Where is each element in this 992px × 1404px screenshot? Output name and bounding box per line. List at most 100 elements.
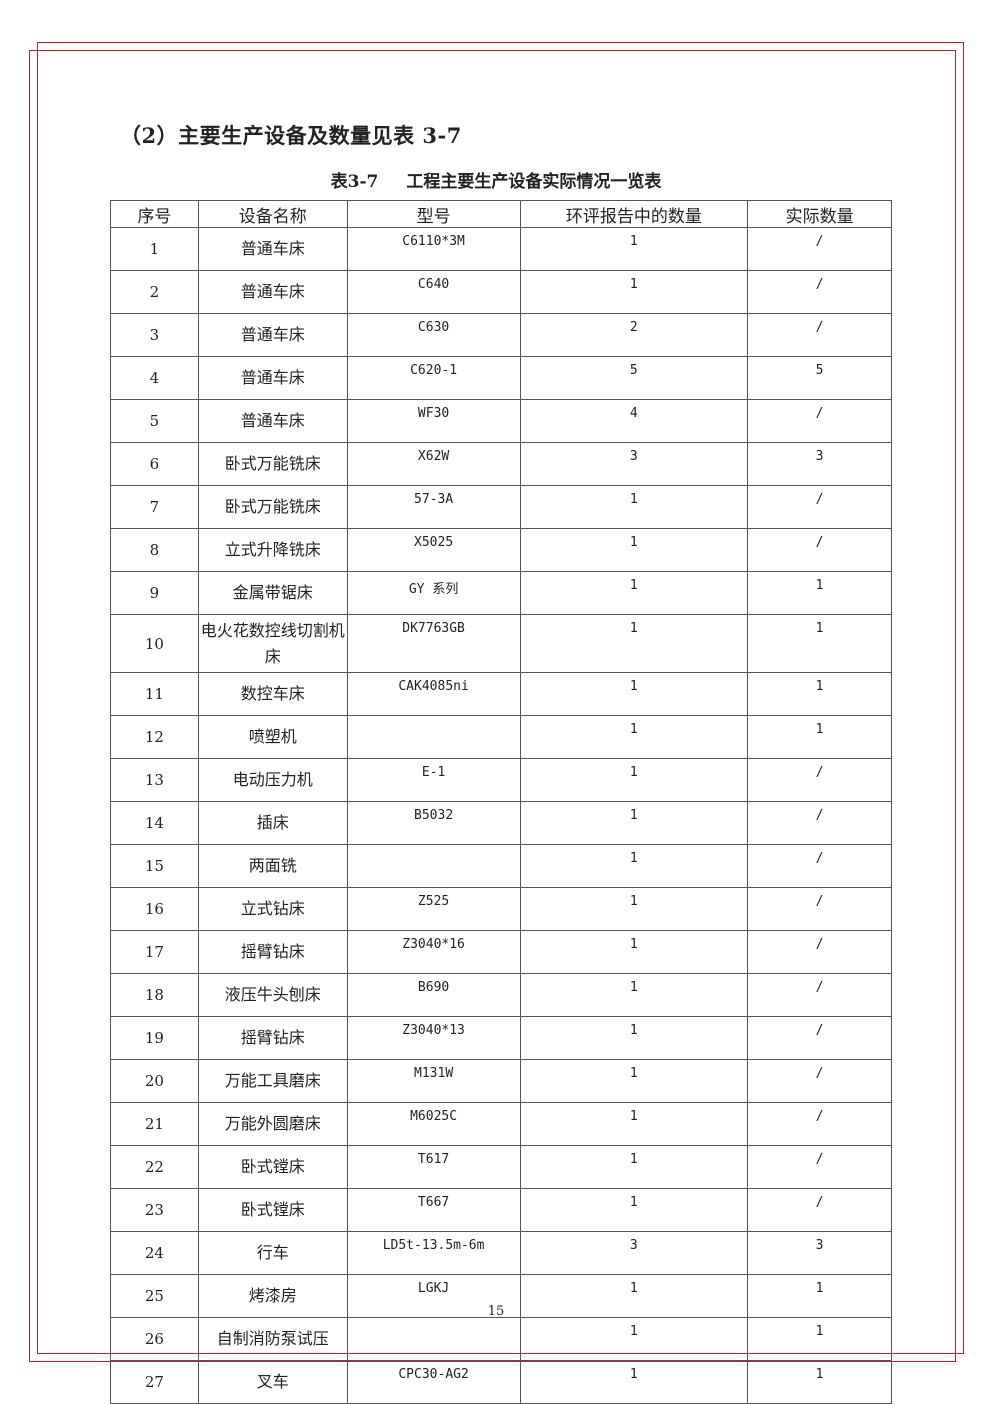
cell-name: 卧式镗床 [197,1145,348,1189]
section-heading: （2）主要生产设备及数量见表 3-7 [120,123,462,148]
table-row: 23 卧式镗床 T667 1/ [110,1188,892,1232]
cell-name: 自制消防泵试压 [197,1317,348,1361]
cell-index: 18 [110,973,199,1017]
cell-index: 15 [110,844,199,888]
cell-name: 摇臂钻床 [197,1016,348,1060]
cell-index: 16 [110,887,199,931]
cell-name: 卧式镗床 [197,1188,348,1232]
table-row: 1 普通车床 C6110*3M 1/ [110,227,892,271]
cell-index: 24 [110,1231,199,1275]
cell-name: 普通车床 [197,356,348,400]
cell-index: 25 [110,1274,199,1318]
cell-model: X62W [346,442,521,486]
cell-index: 11 [110,672,199,716]
page-number: 15 [487,1304,505,1319]
cell-eia-quantity: 1 [519,227,749,271]
cell-eia-quantity: 1 [519,1145,749,1189]
table-row: 9 金属带锯床 GY 系列 1 1 [110,571,892,615]
table-row: 7 卧式万能铣床 57-3A 1/ [110,485,892,529]
cell-actual-quantity: / [747,1016,892,1060]
table-header-row: 序号 设备名称 型号 环评报告中的数量 实际数量 [110,200,892,228]
table-row: 5 普通车床 WF30 4/ [110,399,892,443]
cell-eia-quantity: 1 [519,1360,749,1404]
cell-index: 3 [110,313,199,357]
table-row: 26 自制消防泵试压 1 1 [110,1317,892,1361]
cell-name: 电动压力机 [197,758,348,802]
cell-actual-quantity: 1 [747,1317,892,1361]
table-row: 2 普通车床 C640 1/ [110,270,892,314]
cell-actual-quantity: / [747,973,892,1017]
cell-eia-quantity: 1 [519,887,749,931]
cell-index: 20 [110,1059,199,1103]
cell-index: 21 [110,1102,199,1146]
cell-eia-quantity: 3 [519,442,749,486]
cell-eia-quantity: 1 [519,270,749,314]
table-row: 21 万能外圆磨床 M6025C 1/ [110,1102,892,1146]
cell-model: B690 [346,973,521,1017]
cell-name: 液压牛头刨床 [197,973,348,1017]
cell-index: 19 [110,1016,199,1060]
cell-index: 8 [110,528,199,572]
table-row: 27 叉车 CPC30-AG2 1 1 [110,1360,892,1404]
cell-model: C630 [346,313,521,357]
cell-eia-quantity: 1 [519,485,749,529]
cell-name: 两面铣 [197,844,348,888]
cell-model: 57-3A [346,485,521,529]
cell-model: T667 [346,1188,521,1232]
cell-actual-quantity: / [747,887,892,931]
cell-model: DK7763GB [346,614,521,673]
cell-name: 卧式万能铣床 [197,442,348,486]
cell-index: 6 [110,442,199,486]
cell-eia-quantity: 1 [519,1188,749,1232]
cell-name: 普通车床 [197,227,348,271]
cell-name: 金属带锯床 [197,571,348,615]
cell-actual-quantity: 1 [747,1360,892,1404]
cell-index: 1 [110,227,199,271]
cell-actual-quantity: / [747,528,892,572]
cell-name: 立式升降铣床 [197,528,348,572]
cell-model: C620-1 [346,356,521,400]
cell-actual-quantity: / [747,758,892,802]
table-row: 13 电动压力机 E-1 1/ [110,758,892,802]
cell-model [346,844,521,888]
cell-actual-quantity: / [747,270,892,314]
cell-index: 14 [110,801,199,845]
cell-name: 喷塑机 [197,715,348,759]
cell-actual-quantity: / [747,1188,892,1232]
table-row: 10 电火花数控线切割机床 DK7763GB 1 1 [110,614,892,673]
cell-model: C6110*3M [346,227,521,271]
table-row: 15 两面铣 1/ [110,844,892,888]
table-row: 4 普通车床 C620-1 5 5 [110,356,892,400]
cell-index: 7 [110,485,199,529]
cell-eia-quantity: 1 [519,528,749,572]
header-actual-quantity: 实际数量 [747,200,892,228]
cell-index: 2 [110,270,199,314]
header-name: 设备名称 [197,200,348,228]
cell-actual-quantity: 1 [747,715,892,759]
cell-name: 万能工具磨床 [197,1059,348,1103]
cell-actual-quantity: 1 [747,571,892,615]
cell-model: LGKJ [346,1274,521,1318]
cell-actual-quantity: 1 [747,672,892,716]
cell-name: 数控车床 [197,672,348,716]
cell-actual-quantity: / [747,1102,892,1146]
cell-actual-quantity: 1 [747,614,892,673]
cell-index: 12 [110,715,199,759]
cell-eia-quantity: 3 [519,1231,749,1275]
table-number: 表3-7 [330,172,379,192]
cell-eia-quantity: 1 [519,844,749,888]
cell-index: 13 [110,758,199,802]
cell-eia-quantity: 4 [519,399,749,443]
cell-model: CAK4085ni [346,672,521,716]
cell-model [346,1317,521,1361]
cell-model: WF30 [346,399,521,443]
table-row: 19 摇臂钻床 Z3040*13 1/ [110,1016,892,1060]
cell-name: 烤漆房 [197,1274,348,1318]
cell-eia-quantity: 1 [519,1016,749,1060]
cell-model: CPC30-AG2 [346,1360,521,1404]
cell-eia-quantity: 1 [519,973,749,1017]
cell-eia-quantity: 1 [519,715,749,759]
cell-eia-quantity: 1 [519,801,749,845]
cell-index: 10 [110,614,199,673]
cell-actual-quantity: 3 [747,442,892,486]
